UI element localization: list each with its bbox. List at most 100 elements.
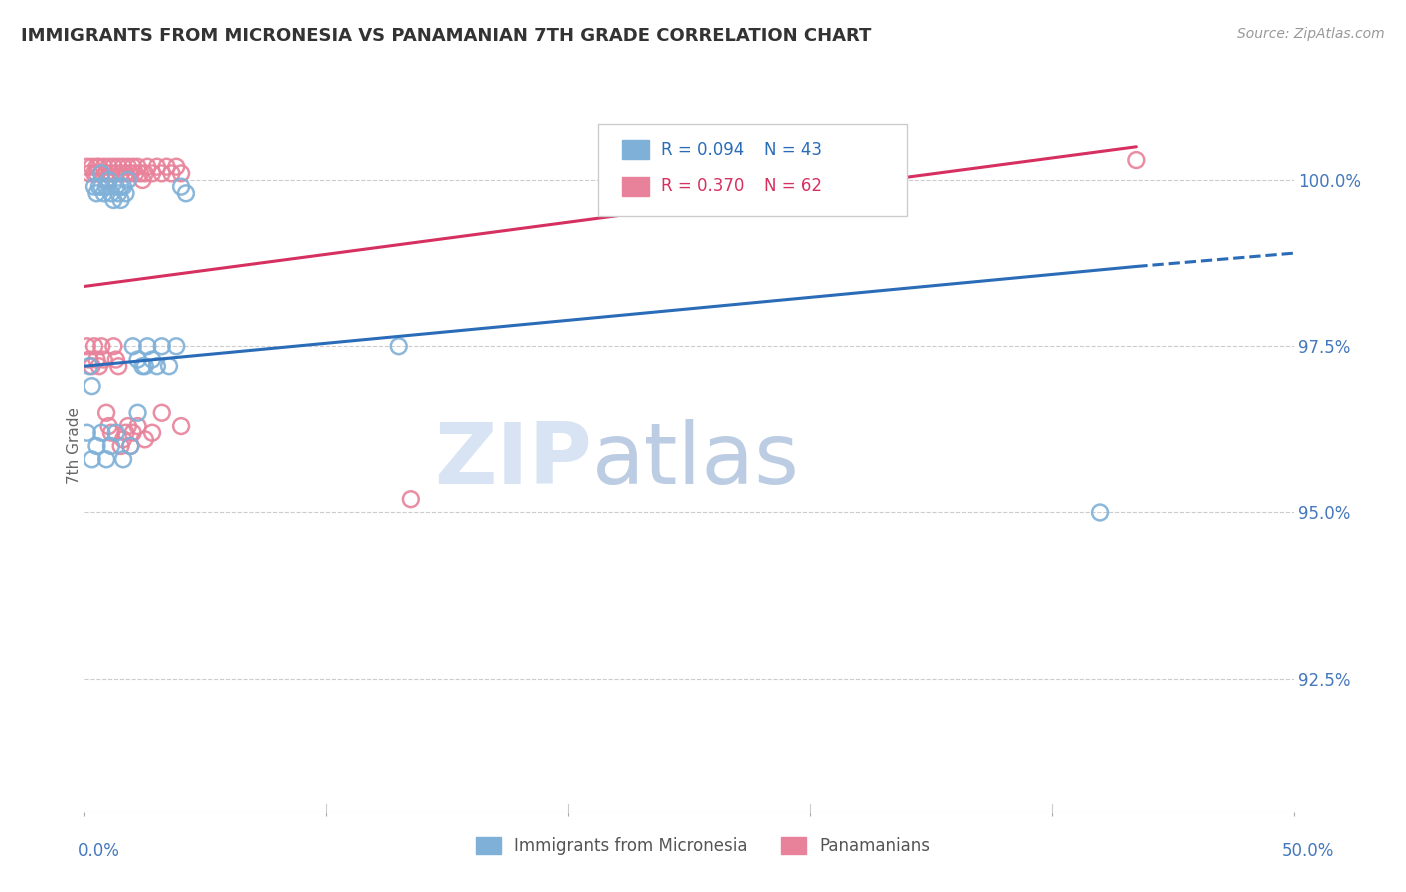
Text: IMMIGRANTS FROM MICRONESIA VS PANAMANIAN 7TH GRADE CORRELATION CHART: IMMIGRANTS FROM MICRONESIA VS PANAMANIAN… bbox=[21, 27, 872, 45]
Point bbox=[165, 160, 187, 174]
Point bbox=[103, 193, 125, 207]
Point bbox=[90, 179, 112, 194]
Point bbox=[86, 439, 108, 453]
Point bbox=[170, 166, 193, 180]
Point bbox=[157, 359, 180, 374]
Point bbox=[90, 425, 112, 440]
Point bbox=[80, 379, 103, 393]
Text: ZIP: ZIP bbox=[434, 419, 592, 502]
Point bbox=[93, 186, 115, 201]
FancyBboxPatch shape bbox=[623, 177, 648, 196]
Point bbox=[112, 160, 135, 174]
Point bbox=[110, 439, 132, 453]
Point bbox=[134, 166, 156, 180]
Point bbox=[121, 160, 143, 174]
Point bbox=[86, 166, 108, 180]
Point bbox=[97, 173, 120, 187]
Point bbox=[114, 166, 136, 180]
Point bbox=[131, 173, 153, 187]
Point bbox=[86, 160, 108, 174]
Point bbox=[76, 425, 98, 440]
Point bbox=[77, 166, 100, 180]
Point bbox=[104, 425, 127, 440]
Point bbox=[83, 179, 105, 194]
Text: R = 0.370: R = 0.370 bbox=[661, 178, 745, 195]
Point bbox=[93, 352, 115, 367]
Point bbox=[90, 339, 112, 353]
Point bbox=[112, 452, 135, 467]
Point bbox=[97, 160, 120, 174]
Point bbox=[104, 166, 127, 180]
Point bbox=[117, 419, 139, 434]
Point bbox=[170, 419, 193, 434]
Point bbox=[136, 339, 159, 353]
Text: N = 43: N = 43 bbox=[763, 141, 823, 159]
Point bbox=[103, 160, 125, 174]
Point bbox=[100, 186, 122, 201]
Point bbox=[129, 166, 152, 180]
Point bbox=[110, 166, 132, 180]
Point bbox=[80, 359, 103, 374]
Text: atlas: atlas bbox=[592, 419, 800, 502]
Point bbox=[94, 173, 117, 187]
Point bbox=[150, 406, 173, 420]
Point bbox=[399, 492, 422, 507]
Text: 0.0%: 0.0% bbox=[77, 842, 120, 860]
Point bbox=[117, 173, 139, 187]
Point bbox=[388, 339, 411, 353]
Point bbox=[134, 359, 156, 374]
FancyBboxPatch shape bbox=[599, 124, 907, 216]
Point bbox=[107, 160, 129, 174]
Point bbox=[104, 352, 127, 367]
Point bbox=[80, 452, 103, 467]
Point bbox=[146, 359, 169, 374]
Point bbox=[112, 179, 135, 194]
Point bbox=[93, 160, 115, 174]
Point bbox=[155, 160, 177, 174]
Point bbox=[114, 186, 136, 201]
Point bbox=[76, 339, 98, 353]
Point bbox=[121, 425, 143, 440]
Point bbox=[110, 193, 132, 207]
Point bbox=[94, 166, 117, 180]
Text: R = 0.094: R = 0.094 bbox=[661, 141, 744, 159]
Point bbox=[170, 179, 193, 194]
Point bbox=[141, 166, 163, 180]
Point bbox=[83, 166, 105, 180]
Y-axis label: 7th Grade: 7th Grade bbox=[66, 408, 82, 484]
Point bbox=[1088, 506, 1111, 520]
Point bbox=[141, 425, 163, 440]
Point bbox=[77, 352, 100, 367]
Point bbox=[80, 160, 103, 174]
Point bbox=[86, 186, 108, 201]
Point bbox=[87, 179, 110, 194]
Point bbox=[107, 186, 129, 201]
Point bbox=[174, 186, 197, 201]
Point bbox=[120, 439, 142, 453]
Point bbox=[97, 419, 120, 434]
Point bbox=[100, 425, 122, 440]
Point bbox=[146, 160, 169, 174]
Point bbox=[103, 339, 125, 353]
Point bbox=[77, 359, 100, 374]
Point bbox=[134, 433, 156, 447]
Point bbox=[150, 339, 173, 353]
Text: Source: ZipAtlas.com: Source: ZipAtlas.com bbox=[1237, 27, 1385, 41]
Point bbox=[1125, 153, 1147, 167]
Point bbox=[150, 166, 173, 180]
Text: N = 62: N = 62 bbox=[763, 178, 823, 195]
Point bbox=[104, 179, 127, 194]
Point bbox=[90, 166, 112, 180]
Point bbox=[114, 425, 136, 440]
Point bbox=[127, 419, 149, 434]
Point bbox=[90, 166, 112, 180]
Point bbox=[117, 160, 139, 174]
Point bbox=[141, 352, 163, 367]
Point bbox=[165, 339, 187, 353]
Point bbox=[86, 352, 108, 367]
Point bbox=[110, 179, 132, 194]
Point bbox=[100, 166, 122, 180]
Point bbox=[83, 339, 105, 353]
Point bbox=[131, 359, 153, 374]
Point bbox=[127, 160, 149, 174]
